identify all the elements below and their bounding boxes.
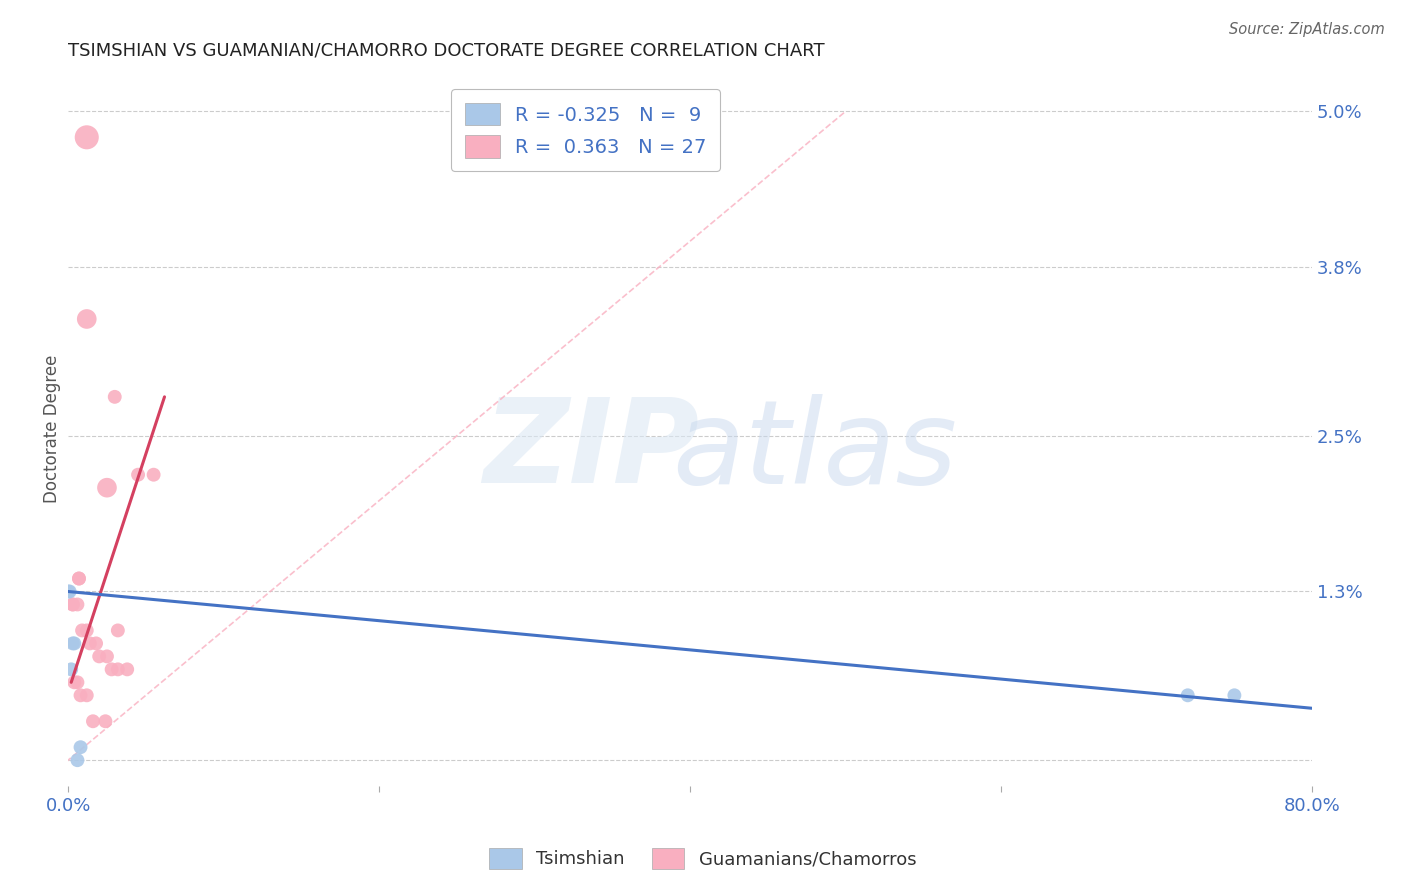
Y-axis label: Doctorate Degree: Doctorate Degree bbox=[44, 355, 60, 503]
Point bbox=[96, 649, 118, 664]
Point bbox=[60, 662, 83, 676]
Point bbox=[82, 714, 104, 729]
Point bbox=[66, 598, 89, 612]
Point bbox=[69, 688, 91, 702]
Point bbox=[70, 624, 93, 638]
Point bbox=[69, 740, 91, 755]
Point bbox=[59, 584, 82, 599]
Legend: Tsimshian, Guamanians/Chamorros: Tsimshian, Guamanians/Chamorros bbox=[482, 840, 924, 876]
Point bbox=[107, 624, 129, 638]
Point bbox=[142, 467, 165, 482]
Point bbox=[76, 312, 98, 326]
Point bbox=[62, 636, 84, 650]
Point bbox=[84, 636, 107, 650]
Point bbox=[56, 584, 79, 599]
Point bbox=[96, 481, 118, 495]
Point bbox=[100, 662, 122, 676]
Point bbox=[89, 649, 111, 664]
Point bbox=[115, 662, 138, 676]
Point bbox=[76, 688, 98, 702]
Point bbox=[127, 467, 149, 482]
Point bbox=[63, 636, 86, 650]
Legend: R = -0.325   N =  9, R =  0.363   N = 27: R = -0.325 N = 9, R = 0.363 N = 27 bbox=[451, 89, 720, 171]
Point bbox=[62, 598, 84, 612]
Point bbox=[76, 130, 98, 145]
Text: TSIMSHIAN VS GUAMANIAN/CHAMORRO DOCTORATE DEGREE CORRELATION CHART: TSIMSHIAN VS GUAMANIAN/CHAMORRO DOCTORAT… bbox=[67, 42, 825, 60]
Point bbox=[107, 662, 129, 676]
Point bbox=[94, 714, 117, 729]
Point bbox=[76, 624, 98, 638]
Point bbox=[79, 636, 101, 650]
Text: Source: ZipAtlas.com: Source: ZipAtlas.com bbox=[1229, 22, 1385, 37]
Text: ZIP: ZIP bbox=[482, 393, 699, 508]
Point bbox=[67, 572, 90, 586]
Point bbox=[1177, 688, 1199, 702]
Point bbox=[104, 390, 127, 404]
Point bbox=[63, 675, 86, 690]
Point bbox=[1223, 688, 1246, 702]
Point bbox=[67, 572, 90, 586]
Point bbox=[66, 753, 89, 767]
Point bbox=[66, 675, 89, 690]
Point bbox=[62, 598, 84, 612]
Text: atlas: atlas bbox=[672, 393, 957, 508]
